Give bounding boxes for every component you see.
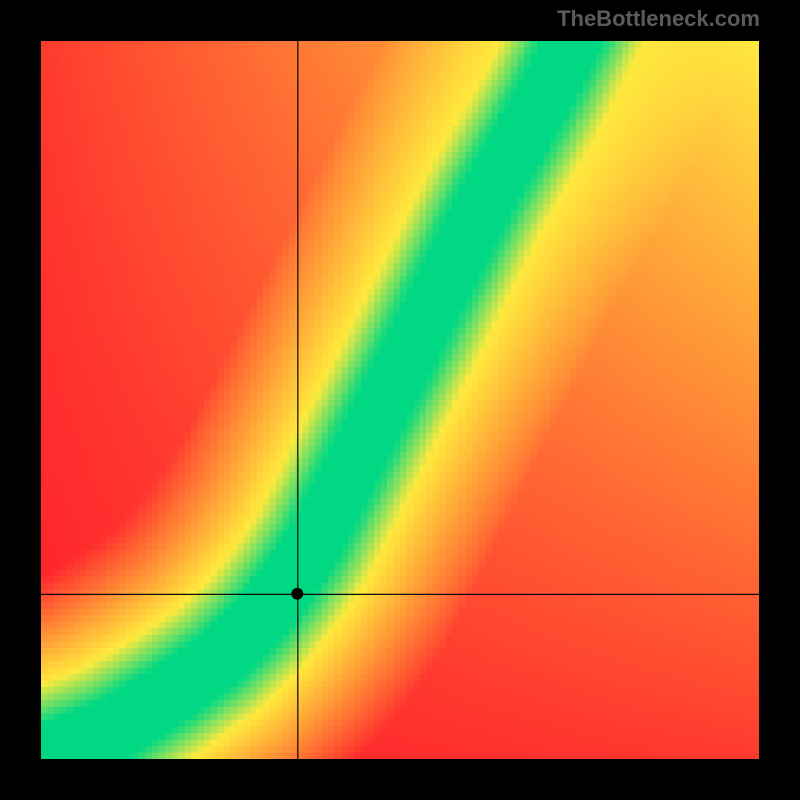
heatmap-frame [41,41,759,759]
chart-container: TheBottleneck.com [0,0,800,800]
crosshair-overlay [41,41,759,759]
watermark-text: TheBottleneck.com [557,6,760,32]
